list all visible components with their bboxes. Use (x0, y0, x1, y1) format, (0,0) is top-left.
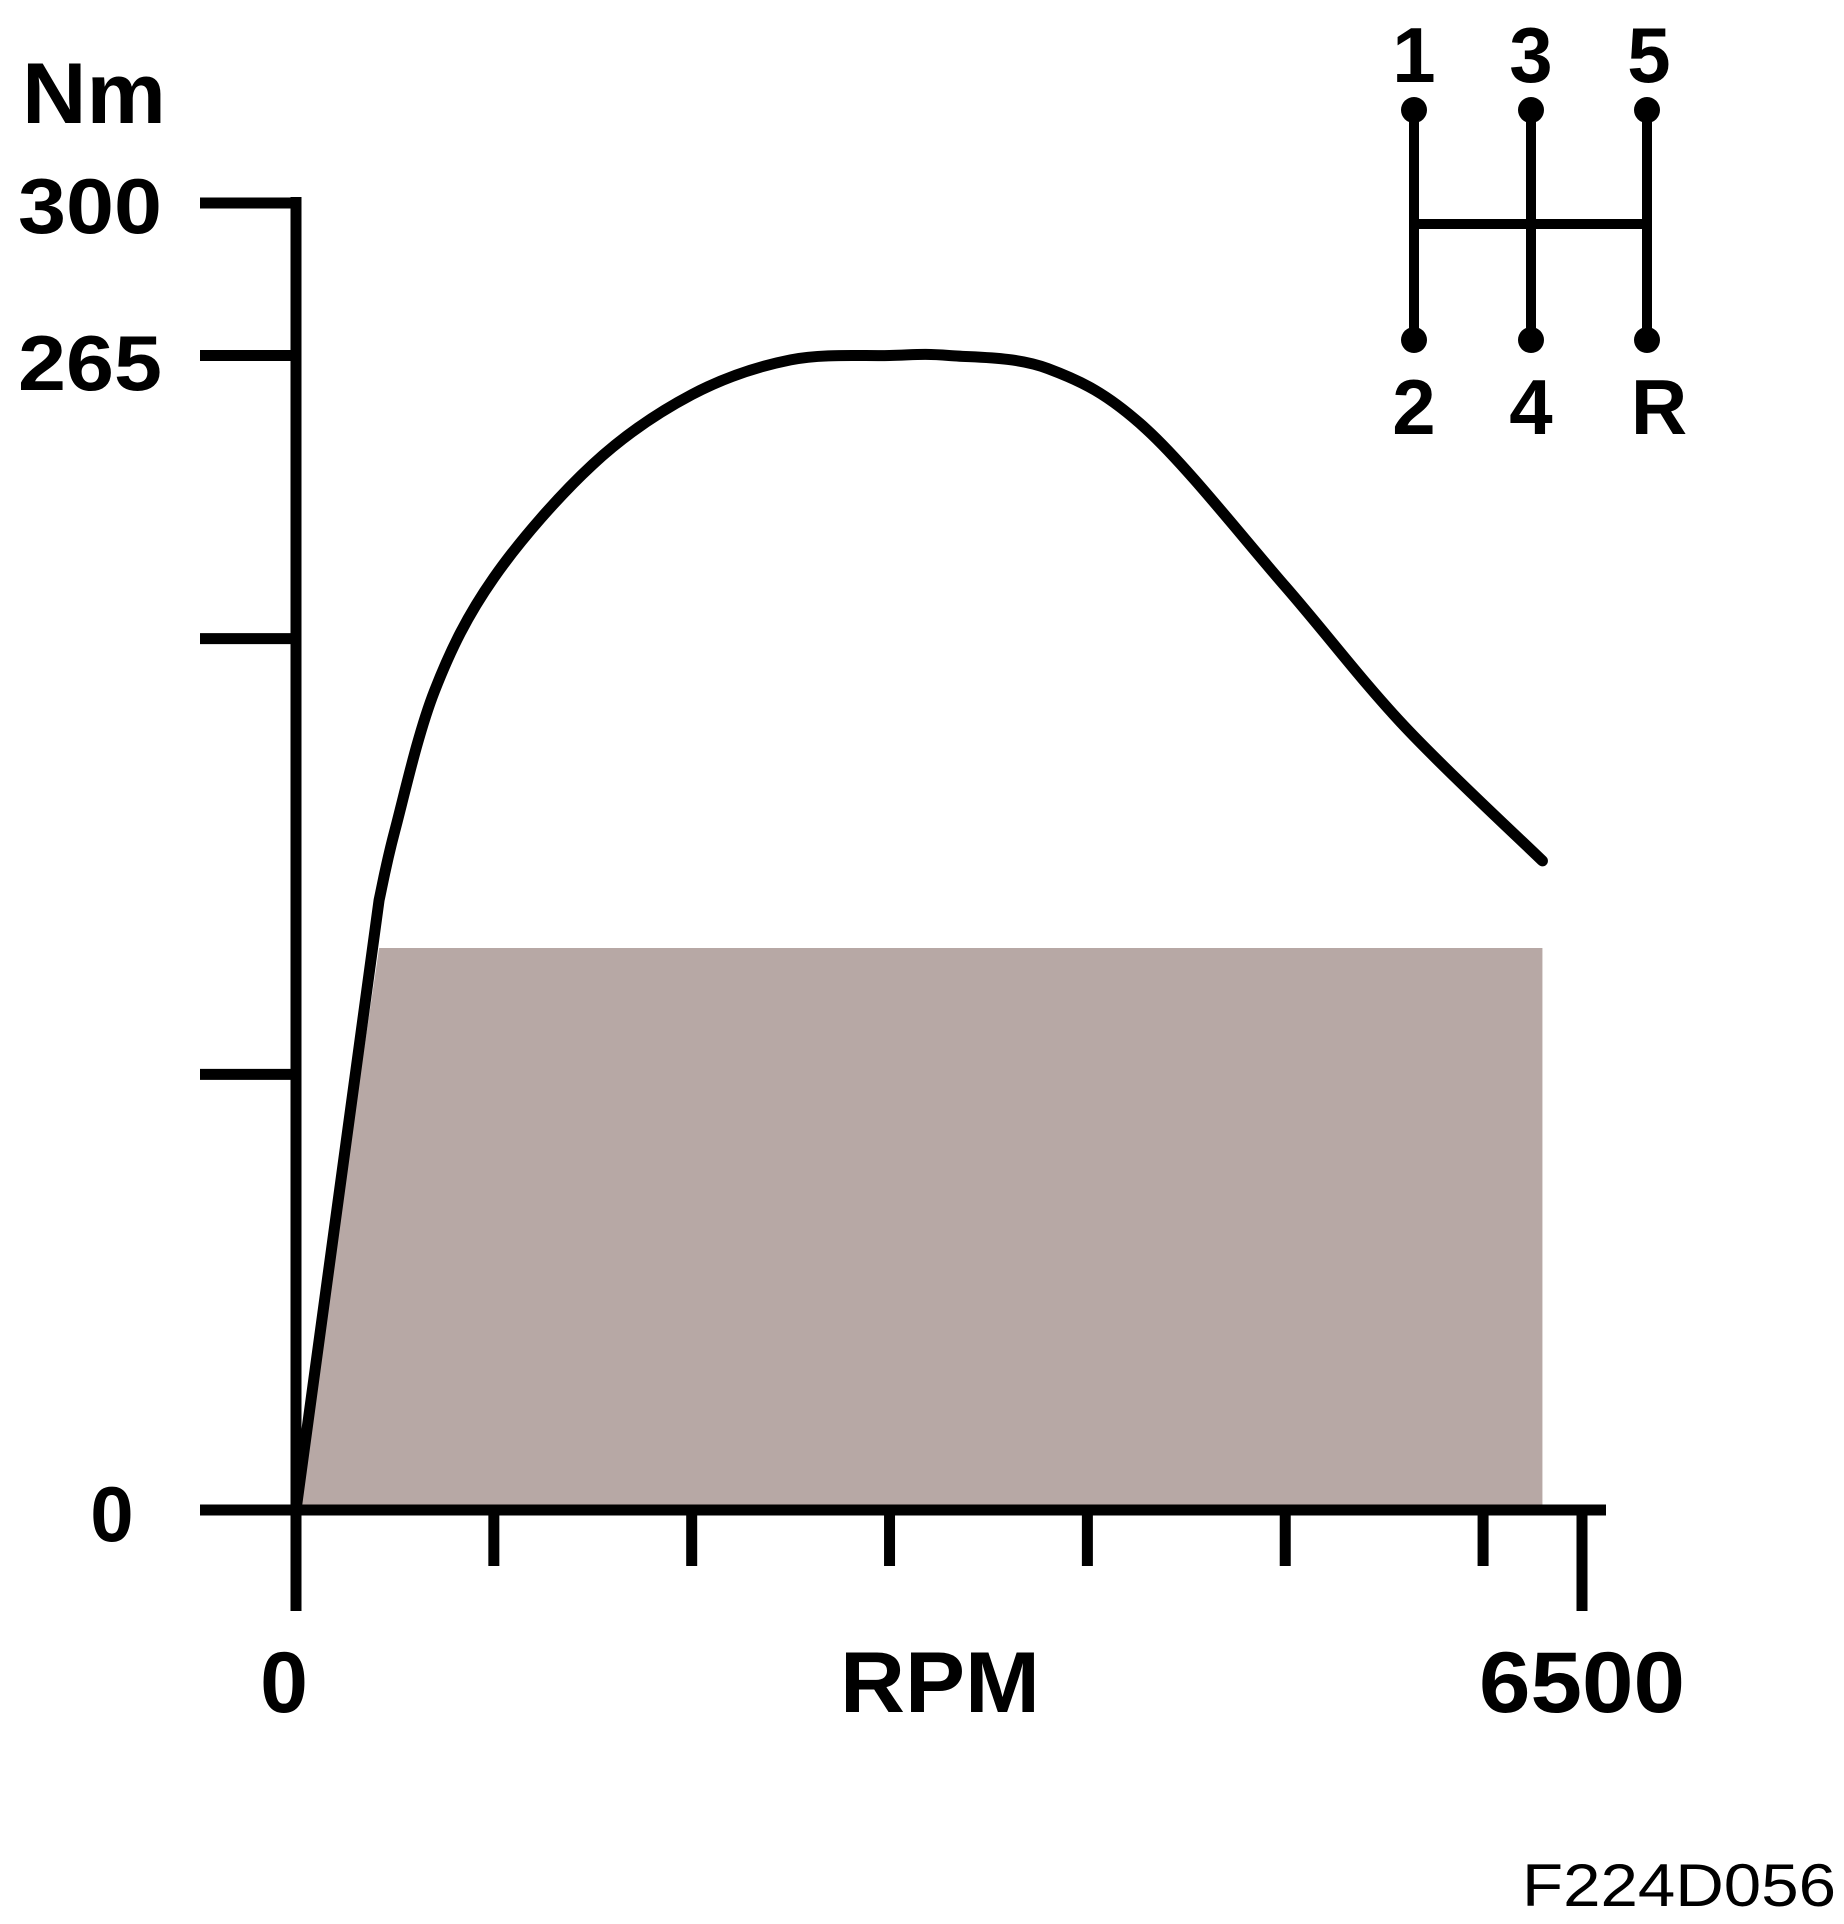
y-axis-label: Nm (22, 46, 166, 142)
x-tick-label-0: 0 (260, 1635, 308, 1731)
gear-label-3: 3 (1509, 11, 1552, 99)
gear-label-1: 1 (1392, 11, 1435, 99)
plot-area (200, 197, 1606, 1611)
gear-dot-3 (1518, 97, 1544, 123)
gear-shift-pattern: 1 3 5 2 4 R (1392, 11, 1687, 451)
x-axis-label: RPM (840, 1635, 1040, 1731)
gear-label-r: R (1631, 363, 1687, 451)
torque-curve (290, 348, 1548, 1516)
gear-label-5: 5 (1627, 11, 1670, 99)
gear-label-2: 2 (1392, 363, 1435, 451)
figure-code: F224D056 (1522, 1852, 1836, 1919)
y-tick-label-0: 0 (90, 1470, 133, 1558)
gear-dot-2 (1401, 327, 1427, 353)
gear-label-4: 4 (1509, 363, 1552, 451)
y-tick-label-300: 300 (18, 162, 162, 250)
y-tick-label-265: 265 (18, 319, 162, 407)
gear-dot-4 (1518, 327, 1544, 353)
gear-dot-1 (1401, 97, 1427, 123)
x-tick-label-6500: 6500 (1479, 1635, 1685, 1731)
shaded-area (296, 947, 1543, 1510)
gear-dot-5 (1634, 97, 1660, 123)
axes (200, 197, 1606, 1611)
gear-dot-r (1634, 327, 1660, 353)
